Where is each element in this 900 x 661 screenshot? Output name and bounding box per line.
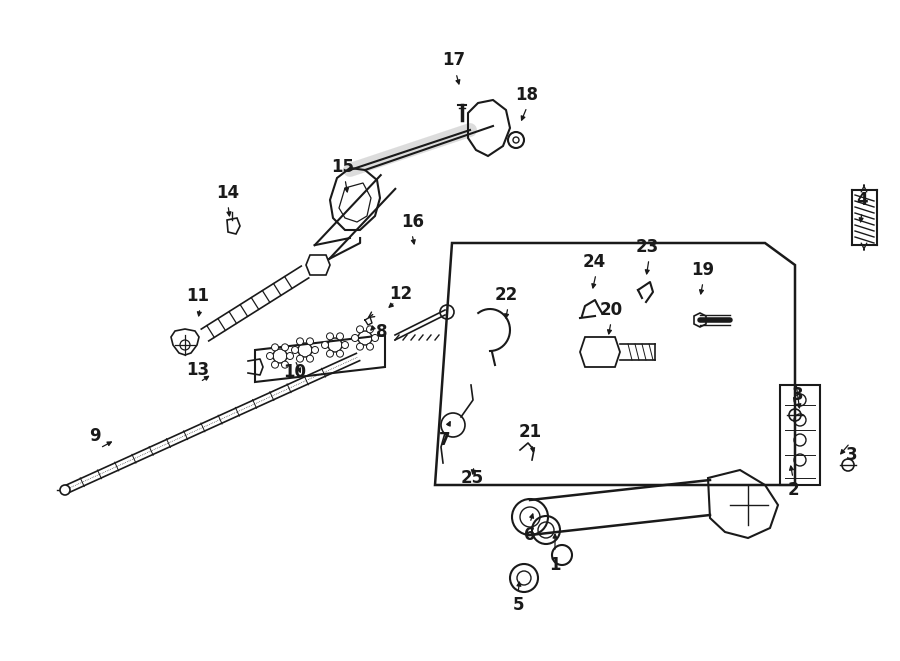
Text: 3: 3 [792,386,804,404]
Text: 20: 20 [599,301,623,319]
Text: 13: 13 [186,361,210,379]
Circle shape [266,352,274,360]
Circle shape [286,352,293,360]
Text: 16: 16 [401,213,425,231]
Text: 9: 9 [89,427,101,445]
Text: 10: 10 [284,363,307,381]
Circle shape [337,350,344,357]
Circle shape [282,344,289,351]
Circle shape [272,344,278,351]
Circle shape [366,343,373,350]
Circle shape [356,326,364,333]
Circle shape [282,361,289,368]
Text: 23: 23 [635,238,659,256]
Text: 21: 21 [518,423,542,441]
Text: 14: 14 [216,184,239,202]
Text: 1: 1 [549,556,561,574]
Circle shape [296,338,303,345]
Text: 11: 11 [186,287,210,305]
Text: 5: 5 [512,596,524,614]
Circle shape [296,355,303,362]
Circle shape [341,342,348,348]
Text: 17: 17 [443,51,465,69]
Text: 25: 25 [461,469,483,487]
Circle shape [60,485,70,495]
Circle shape [272,361,278,368]
Text: 4: 4 [856,191,868,209]
Circle shape [321,342,328,348]
Circle shape [352,334,358,342]
Text: 15: 15 [331,158,355,176]
Text: 8: 8 [376,323,388,341]
Circle shape [311,346,319,354]
Circle shape [327,333,334,340]
Text: 7: 7 [439,431,451,449]
Text: 19: 19 [691,261,715,279]
Text: 2: 2 [788,481,799,499]
Text: 3: 3 [846,446,858,464]
Circle shape [307,355,313,362]
Circle shape [372,334,379,342]
Text: 12: 12 [390,285,412,303]
Circle shape [292,346,299,354]
Text: 22: 22 [494,286,518,304]
Text: 18: 18 [516,86,538,104]
Text: 24: 24 [582,253,606,271]
Text: 6: 6 [524,526,536,544]
Circle shape [307,338,313,345]
Circle shape [327,350,334,357]
Circle shape [337,333,344,340]
Circle shape [356,343,364,350]
Circle shape [366,326,373,333]
